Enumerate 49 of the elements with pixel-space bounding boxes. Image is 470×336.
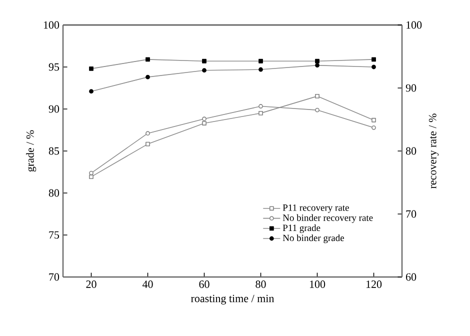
y-axis-title: grade / % bbox=[26, 130, 36, 172]
point bbox=[315, 108, 320, 112]
y-tick-label: 70 bbox=[49, 273, 60, 281]
y-tick-label: 85 bbox=[48, 147, 60, 155]
point bbox=[202, 116, 206, 122]
point bbox=[146, 131, 150, 136]
x-tick-label: 120 bbox=[366, 280, 382, 288]
x-tick-label: 20 bbox=[86, 280, 96, 288]
point bbox=[89, 170, 94, 176]
legend-label: No binder recovery rate bbox=[282, 214, 373, 223]
point bbox=[372, 118, 376, 122]
point bbox=[89, 89, 94, 94]
x-tick-label: 40 bbox=[142, 280, 153, 288]
point bbox=[258, 110, 263, 116]
legend-label: No binder grade bbox=[282, 234, 344, 244]
point bbox=[315, 63, 320, 68]
point bbox=[372, 125, 376, 130]
point bbox=[315, 94, 320, 98]
y2-axis-title: recovery rate / % bbox=[428, 114, 439, 188]
y-tick-label: 80 bbox=[48, 189, 60, 197]
point bbox=[146, 142, 150, 146]
point bbox=[258, 104, 263, 108]
point bbox=[372, 64, 376, 70]
point bbox=[258, 67, 263, 72]
x-tick-label: 100 bbox=[310, 280, 326, 288]
y2-tick-label: 90 bbox=[406, 84, 416, 92]
point bbox=[202, 121, 206, 126]
legend-label: P11 recovery rate bbox=[282, 204, 349, 213]
y-tick-label: 75 bbox=[49, 231, 60, 239]
point bbox=[146, 74, 150, 80]
x-tick-label: 60 bbox=[199, 280, 210, 288]
point bbox=[202, 68, 206, 73]
point bbox=[146, 57, 150, 62]
x-tick-label: 80 bbox=[256, 280, 266, 288]
y2-tick-label: 60 bbox=[406, 273, 416, 281]
point bbox=[372, 57, 376, 62]
point bbox=[202, 58, 206, 64]
y-tick-label: 95 bbox=[48, 63, 60, 71]
y2-tick-label: 100 bbox=[406, 21, 422, 29]
point bbox=[258, 58, 263, 64]
point bbox=[89, 174, 94, 180]
point bbox=[89, 66, 94, 71]
y2-tick-label: 80 bbox=[406, 147, 416, 155]
y-tick-label: 90 bbox=[48, 105, 60, 113]
y-tick-label: 100 bbox=[44, 21, 60, 29]
point bbox=[315, 58, 320, 64]
x-axis-title: roasting time / min bbox=[191, 294, 274, 304]
legend-label: P11 grade bbox=[282, 224, 320, 234]
y2-tick-label: 70 bbox=[406, 210, 416, 218]
